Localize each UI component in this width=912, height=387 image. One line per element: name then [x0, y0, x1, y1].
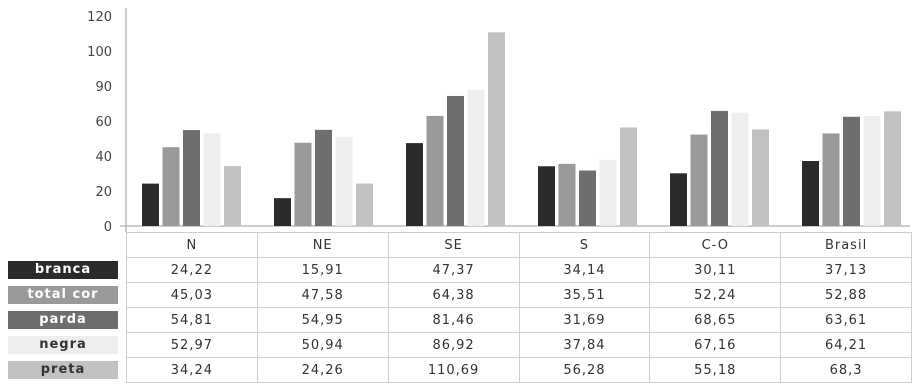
table-cell: 45,03 — [125, 282, 258, 308]
table-cell: 24,26 — [256, 357, 389, 383]
bar-preta-se — [488, 32, 505, 227]
table-cell: 34,24 — [125, 357, 258, 383]
table-cell: 24,22 — [125, 257, 258, 283]
table-row: branca 24,22 15,91 47,37 34,14 30,11 37,13 — [8, 257, 912, 283]
bar-branca-c-o — [670, 173, 687, 226]
bar-total-cor-se — [426, 115, 444, 226]
bar-branca-se — [406, 143, 423, 226]
column-header: N — [125, 232, 258, 258]
bar-parda-n — [183, 130, 200, 226]
table-cell: 68,65 — [649, 307, 782, 333]
table-cell: 34,14 — [518, 257, 651, 283]
legend-cell: parda — [8, 308, 126, 333]
legend-swatch: branca — [8, 261, 118, 279]
table-row: negra 52,97 50,94 86,92 37,84 67,16 64,21 — [8, 332, 912, 358]
y-tick-label: 0 — [104, 220, 112, 232]
table-cell: 64,38 — [387, 282, 520, 308]
table-cell: 56,28 — [518, 357, 651, 383]
table-row: parda 54,81 54,95 81,46 31,69 68,65 63,61 — [8, 307, 912, 333]
bar-parda-c-o — [711, 110, 728, 226]
table-row: preta 34,24 24,26 110,69 56,28 55,18 68,3 — [8, 357, 912, 383]
y-tick-label: 90 — [95, 80, 112, 95]
bar-branca-brasil — [802, 161, 819, 226]
legend-swatch: negra — [8, 336, 118, 354]
legend-swatch: preta — [8, 361, 118, 379]
legend-cell: total cor — [8, 283, 126, 308]
legend-swatch: parda — [8, 311, 118, 329]
table-cell: 15,91 — [256, 257, 389, 283]
table-cell: 54,95 — [256, 307, 389, 333]
y-tick-label: 40 — [95, 150, 112, 165]
column-header: S — [518, 232, 651, 258]
table-cell: 67,16 — [649, 332, 782, 358]
table-cell: 47,37 — [387, 257, 520, 283]
table-cell: 54,81 — [125, 307, 258, 333]
bar-preta-n — [224, 166, 241, 226]
bar-total-cor-n — [162, 147, 180, 226]
y-tick-label: 100 — [87, 45, 112, 60]
table-row: total cor 45,03 47,58 64,38 35,51 52,24 52,88 — [8, 282, 912, 308]
bar-total-cor-brasil — [822, 133, 840, 226]
table-cell: 52,24 — [649, 282, 782, 308]
bar-chart: 0 20 40 60 90 100 120 — [87, 8, 910, 232]
table-cell: 110,69 — [387, 357, 520, 383]
table-cell: 63,61 — [780, 307, 912, 333]
column-header: Brasil — [780, 232, 912, 258]
bar-parda-ne — [315, 129, 332, 226]
column-header: SE — [387, 232, 520, 258]
table-cell: 30,11 — [649, 257, 782, 283]
table-cell: 64,21 — [780, 332, 912, 358]
table-cell: 52,88 — [780, 282, 912, 308]
bar-preta-c-o — [752, 129, 769, 226]
bar-preta-s — [620, 127, 637, 226]
column-header: NE — [256, 232, 389, 258]
bar-negra-c-o — [731, 112, 749, 226]
table-cell: 68,3 — [780, 357, 912, 383]
data-table: N NE SE S C-O Brasil branca 24,22 15,91 47,37 34,… — [8, 232, 912, 383]
table-cell: 37,13 — [780, 257, 912, 283]
y-tick-label: 20 — [95, 185, 112, 200]
table-cell: 47,58 — [256, 282, 389, 308]
column-header: C-O — [649, 232, 782, 258]
bar-negra-ne — [335, 136, 353, 226]
bar-total-cor-ne — [294, 142, 312, 226]
table-cell: 52,97 — [125, 332, 258, 358]
legend-cell: negra — [8, 333, 126, 358]
bar-negra-n — [203, 133, 221, 226]
table-cell: 55,18 — [649, 357, 782, 383]
table-corner — [8, 233, 126, 258]
bar-total-cor-s — [558, 163, 576, 226]
table-cell: 37,84 — [518, 332, 651, 358]
bar-total-cor-c-o — [690, 134, 708, 226]
legend-swatch: total cor — [8, 286, 118, 304]
table-header-row: N NE SE S C-O Brasil — [8, 232, 912, 258]
bar-parda-s — [579, 170, 596, 226]
bar-branca-ne — [274, 198, 291, 226]
bar-branca-n — [142, 183, 159, 226]
table-cell: 31,69 — [518, 307, 651, 333]
legend-cell: preta — [8, 358, 126, 383]
bar-negra-se — [467, 89, 485, 227]
y-tick-label: 60 — [95, 115, 112, 130]
y-tick-label: 120 — [87, 10, 112, 25]
table-cell: 81,46 — [387, 307, 520, 333]
bar-preta-brasil — [884, 111, 901, 226]
bar-parda-brasil — [843, 116, 860, 226]
legend-cell: branca — [8, 258, 126, 283]
table-cell: 50,94 — [256, 332, 389, 358]
bar-negra-s — [599, 159, 617, 226]
bar-preta-ne — [356, 183, 373, 226]
bar-negra-brasil — [863, 116, 881, 226]
bar-parda-se — [447, 95, 464, 226]
bar-branca-s — [538, 166, 555, 226]
table-cell: 86,92 — [387, 332, 520, 358]
table-cell: 35,51 — [518, 282, 651, 308]
